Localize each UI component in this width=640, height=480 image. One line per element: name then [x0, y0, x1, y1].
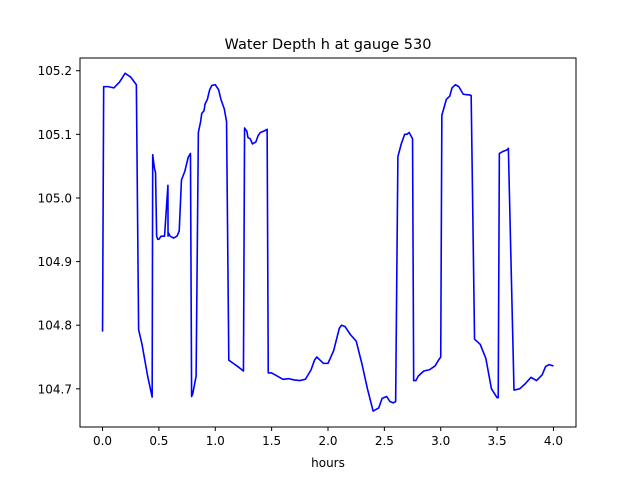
- x-tick-label: 1.0: [206, 434, 225, 448]
- x-tick-label: 0.5: [149, 434, 168, 448]
- y-tick-label: 105.0: [38, 191, 72, 205]
- y-tick-label: 105.2: [38, 64, 72, 78]
- y-tick-label: 105.1: [38, 128, 72, 142]
- series-line-0: [101, 72, 554, 412]
- x-axis: 0.0 0.5 1.0 1.5 2.0 2.5 3.0 3.5 4.0: [93, 427, 563, 448]
- y-axis: 104.7 104.8 104.9 105.0 105.1 105.2: [38, 64, 80, 396]
- chart-title: Water Depth h at gauge 530: [225, 37, 432, 53]
- x-tick-label: 3.0: [431, 434, 450, 448]
- y-tick-label: 104.8: [38, 319, 72, 333]
- plot-area: [101, 72, 554, 412]
- x-tick-label: 0.0: [93, 434, 112, 448]
- x-tick-label: 4.0: [544, 434, 563, 448]
- x-tick-label: 3.5: [488, 434, 507, 448]
- y-tick-label: 104.9: [38, 255, 72, 269]
- y-tick-label: 104.7: [38, 382, 72, 396]
- x-axis-label: hours: [311, 456, 345, 470]
- x-tick-label: 2.5: [375, 434, 394, 448]
- x-tick-label: 1.5: [262, 434, 281, 448]
- x-tick-label: 2.0: [318, 434, 337, 448]
